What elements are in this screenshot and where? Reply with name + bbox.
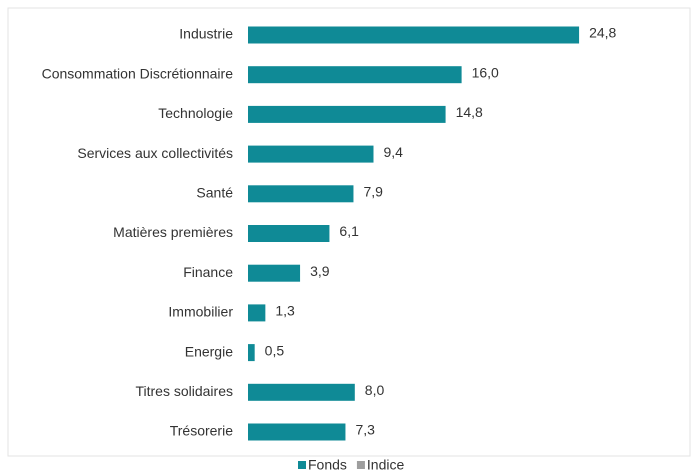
bar: [248, 383, 355, 401]
category-label: Finance: [183, 264, 233, 280]
legend-label: Indice: [367, 457, 405, 473]
bar: [248, 225, 330, 242]
category-label: Santé: [196, 185, 233, 201]
category-label: Consommation Discrétionnaire: [42, 65, 234, 81]
bar: [248, 105, 446, 123]
bar: [248, 423, 346, 441]
category-label: Services aux collectivités: [77, 145, 233, 161]
category-label: Titres solidaires: [135, 383, 233, 399]
value-label: 24,8: [589, 25, 616, 41]
bar: [248, 185, 354, 203]
bar: [248, 145, 374, 163]
value-label: 7,9: [363, 184, 383, 200]
category-label: Immobilier: [168, 304, 233, 320]
value-label: 7,3: [355, 422, 375, 438]
bar: [248, 66, 462, 84]
value-label: 3,9: [310, 263, 330, 279]
value-label: 16,0: [472, 64, 499, 80]
bar: [248, 304, 266, 322]
value-label: 14,8: [456, 104, 483, 120]
category-label: Matières premières: [113, 224, 233, 240]
bar: [248, 26, 580, 44]
value-label: 1,3: [275, 303, 295, 319]
legend-swatch: [356, 461, 365, 469]
value-label: 6,1: [339, 223, 359, 239]
bar: [248, 264, 301, 282]
category-label: Energie: [185, 343, 233, 359]
value-label: 9,4: [383, 144, 403, 160]
category-label: Trésorerie: [170, 423, 233, 439]
legend-label: Fonds: [308, 457, 347, 473]
bar: [248, 344, 255, 362]
category-label: Industrie: [179, 26, 233, 42]
legend-swatch: [298, 461, 306, 469]
value-label: 8,0: [365, 382, 385, 398]
category-label: Technologie: [158, 105, 233, 121]
value-label: 0,5: [265, 342, 285, 358]
